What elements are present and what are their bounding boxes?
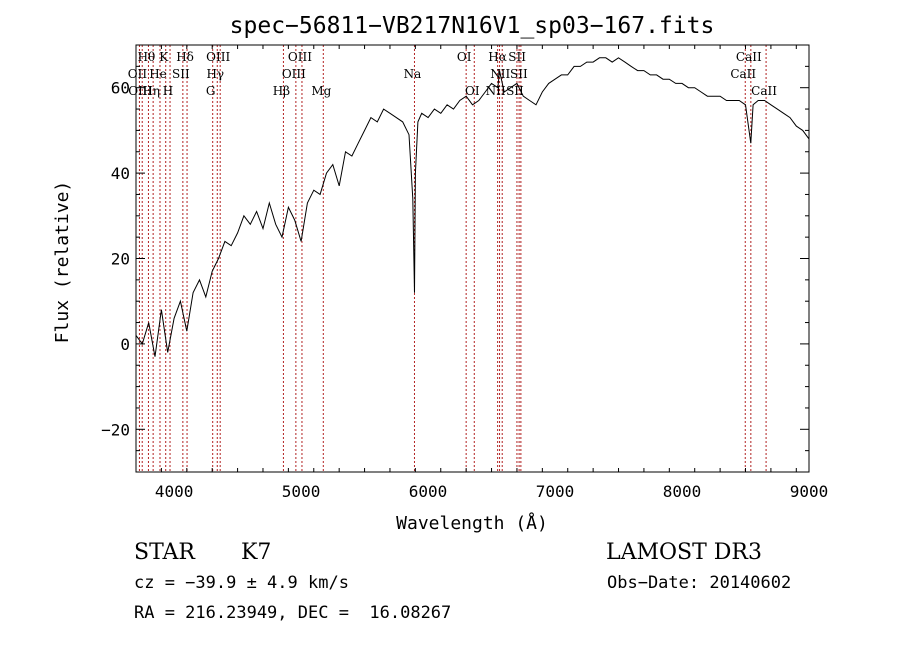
line-label-14: Hβ bbox=[273, 84, 290, 98]
redshift-text: cz = −39.9 ± 4.9 km/s bbox=[134, 573, 349, 593]
line-label-17: OI bbox=[457, 50, 472, 64]
line-label-5: Hη bbox=[142, 84, 160, 98]
x-tick-label: 8000 bbox=[663, 482, 702, 501]
chart-title: spec−56811−VB217N16V1_sp03−167.fits bbox=[230, 13, 715, 39]
x-axis-ticks: 4000 5000 6000 7000 8000 9000 bbox=[155, 45, 828, 501]
y-axis-ticks: −20 0 20 40 60 bbox=[101, 44, 809, 473]
x-tick-label: 4000 bbox=[155, 482, 194, 501]
plot-frame bbox=[135, 44, 810, 473]
x-tick-label: 7000 bbox=[536, 482, 575, 501]
line-label-19: Hα bbox=[488, 50, 507, 64]
coordinates-text: RA = 216.23949, DEC = 16.08267 bbox=[134, 603, 452, 623]
line-label-3: K bbox=[159, 50, 169, 64]
line-label-27: CaII bbox=[751, 84, 777, 98]
line-label-1: OII bbox=[128, 67, 148, 81]
line-label-6: Hδ bbox=[176, 50, 194, 64]
line-label-7: SII bbox=[172, 67, 190, 81]
line-label-2: OIII bbox=[128, 84, 152, 98]
y-tick-label: 20 bbox=[111, 250, 130, 269]
line-label-23: NII bbox=[486, 84, 506, 98]
y-tick-label: 0 bbox=[120, 335, 130, 354]
emission-line-labels: Hθ OII OIII K He Hη Hδ SII H OIII Hγ G OIII OIII Hβ Mg N… bbox=[128, 50, 777, 98]
line-label-12: OIII bbox=[288, 50, 312, 64]
line-label-16: Na bbox=[404, 67, 422, 81]
line-label-0: Hθ bbox=[138, 50, 156, 64]
x-tick-label: 9000 bbox=[790, 482, 829, 501]
y-tick-label: −20 bbox=[101, 420, 130, 439]
line-label-4: He bbox=[149, 67, 167, 81]
y-tick-label: 40 bbox=[111, 164, 130, 183]
line-label-25: CaII bbox=[736, 50, 762, 64]
survey-name: LAMOST DR3 bbox=[606, 540, 762, 565]
spectral-subclass: K7 bbox=[241, 540, 272, 565]
line-label-22: SII bbox=[510, 67, 528, 81]
line-label-10: Hγ bbox=[206, 67, 224, 81]
line-label-8: H bbox=[163, 84, 173, 98]
y-axis-label: Flux (relative) bbox=[52, 181, 73, 344]
y-tick-label: 60 bbox=[111, 79, 130, 98]
x-axis-label: Wavelength (Å) bbox=[396, 512, 548, 534]
line-label-26: CaII bbox=[730, 67, 756, 81]
line-label-11: G bbox=[206, 84, 216, 98]
line-label-15: Mg bbox=[311, 84, 331, 98]
line-label-13: OIII bbox=[282, 67, 306, 81]
line-label-18: OI bbox=[465, 84, 480, 98]
line-label-24: SII bbox=[506, 84, 524, 98]
obs-date: Obs−Date: 20140602 bbox=[607, 573, 792, 593]
x-tick-label: 5000 bbox=[282, 482, 321, 501]
spectrum-line bbox=[135, 57, 810, 357]
object-class: STAR bbox=[134, 540, 195, 565]
line-label-20: SII bbox=[508, 50, 526, 64]
x-tick-label: 6000 bbox=[409, 482, 448, 501]
line-label-9: OIII bbox=[206, 50, 230, 64]
